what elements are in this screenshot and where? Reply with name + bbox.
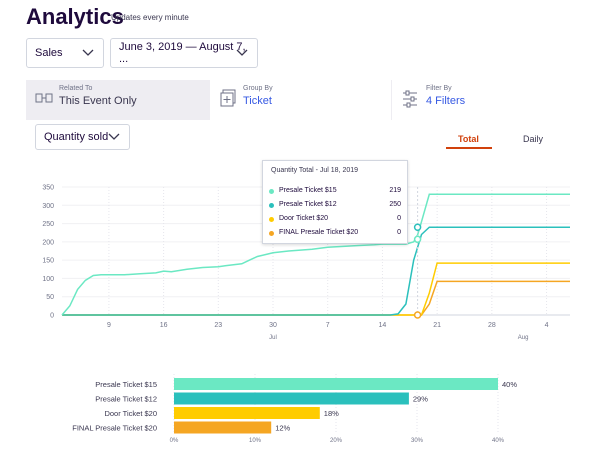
bar-x-tick-label: 40% — [492, 438, 505, 444]
filter-by-value: 4 Filters — [426, 95, 466, 107]
filter-by-label: Filter By — [426, 85, 452, 92]
hover-marker — [413, 223, 422, 231]
tooltip-row: Presale Ticket $15 219 — [267, 186, 403, 200]
tab-daily[interactable]: Daily — [523, 134, 544, 144]
tooltip-series-value: 219 — [389, 187, 401, 194]
y-tick-label: 200 — [42, 239, 54, 246]
y-tick-label: 150 — [42, 258, 54, 265]
bar-x-tick-label: 20% — [330, 438, 343, 444]
x-tick-label: 14 — [379, 322, 387, 329]
link-icon — [35, 93, 53, 103]
y-tick-label: 100 — [42, 276, 54, 283]
divider — [209, 80, 210, 120]
tooltip-series-value: 0 — [397, 229, 401, 236]
bar-category-label: Presale Ticket $12 — [95, 395, 157, 404]
tooltip-series-name: Presale Ticket $12 — [279, 201, 337, 208]
y-tick-label: 350 — [42, 185, 54, 192]
tooltip-series-name: Door Ticket $20 — [279, 215, 329, 222]
metric-select[interactable]: Sales — [26, 38, 104, 68]
x-month-label: Jul — [269, 335, 277, 341]
bar-category-label: FINAL Presale Ticket $20 — [72, 424, 157, 433]
hover-marker — [413, 311, 422, 319]
tooltip-row: FINAL Presale Ticket $20 0 — [267, 228, 403, 242]
bar-chart: 0% 10% 20% 30% 40% Presale Ticket $15 40% Presa… — [72, 374, 517, 444]
series-line-final-presale-ticket-20 — [62, 280, 570, 316]
bar-x-tick-label: 30% — [411, 438, 424, 444]
x-tick-label: 28 — [488, 322, 496, 329]
x-tick-label: 16 — [160, 322, 168, 329]
tooltip-series-name: FINAL Presale Ticket $20 — [279, 229, 359, 236]
bar-value-label: 29% — [413, 395, 428, 404]
x-tick-label: 23 — [214, 322, 222, 329]
tooltip-title: Quantity Total - Jul 18, 2019 — [271, 167, 359, 174]
bar-value-label: 18% — [324, 409, 339, 418]
tooltip-row: Presale Ticket $12 250 — [267, 200, 403, 214]
page-title: Analytics — [26, 4, 124, 29]
update-note: Updates every minute — [111, 13, 189, 22]
bar — [174, 392, 409, 405]
x-tick-label: 9 — [107, 322, 111, 329]
tooltip-series-value: 250 — [389, 201, 401, 208]
related-to-value: This Event Only — [59, 95, 137, 107]
tab-total[interactable]: Total — [458, 134, 479, 144]
bar — [174, 421, 272, 434]
x-tick-label: 30 — [269, 322, 277, 329]
date-range-value: June 3, 2019 — August 7, ... — [119, 41, 246, 65]
chevron-down-icon — [236, 49, 248, 56]
bar-value-label: 40% — [502, 380, 517, 389]
series-dot — [269, 189, 274, 194]
related-to-control[interactable]: Related To This Event Only — [26, 80, 209, 120]
bar-category-label: Presale Ticket $15 — [95, 380, 157, 389]
bar — [174, 378, 498, 390]
related-to-label: Related To — [59, 85, 93, 92]
tooltip-series-value: 0 — [397, 215, 401, 222]
series-dot — [269, 203, 274, 208]
x-month-label: Aug — [518, 335, 529, 341]
series-dot — [269, 217, 274, 222]
series-line-presale-ticket-12 — [62, 226, 570, 316]
group-by-label: Group By — [243, 85, 273, 92]
series-dot — [269, 231, 274, 236]
bar — [174, 407, 320, 419]
add-group-icon — [220, 89, 236, 107]
tooltip-series-name: Presale Ticket $15 — [279, 187, 337, 194]
x-tick-label: 21 — [433, 322, 441, 329]
bar-x-tick-label: 0% — [170, 438, 179, 444]
tooltip-row: Door Ticket $20 0 — [267, 214, 403, 228]
bar-x-tick-label: 10% — [249, 438, 262, 444]
bar-value-label: 12% — [275, 424, 290, 433]
quantity-select-value: Quantity sold — [44, 131, 109, 143]
x-tick-label: 4 — [545, 322, 549, 329]
group-by-value: Ticket — [243, 95, 272, 107]
filter-by-control[interactable]: Filter By 4 Filters — [400, 80, 580, 120]
quantity-select[interactable]: Quantity sold — [35, 124, 130, 150]
hover-marker — [413, 235, 422, 244]
filter-bar: Related To This Event Only Group By Tick… — [0, 80, 600, 120]
metric-select-value: Sales — [35, 47, 63, 59]
divider — [391, 80, 392, 120]
group-by-control[interactable]: Group By Ticket — [218, 80, 388, 120]
chart-tooltip: Quantity Total - Jul 18, 2019 Presale Ti… — [262, 160, 408, 244]
y-tick-label: 250 — [42, 221, 54, 228]
chevron-down-icon — [108, 133, 120, 140]
y-tick-label: 300 — [42, 203, 54, 210]
y-tick-label: 50 — [46, 294, 54, 301]
bar-category-label: Door Ticket $20 — [104, 409, 157, 418]
series-line-presale-ticket-15 — [61, 193, 570, 316]
series-line-door-ticket-20 — [62, 262, 570, 316]
y-tick-label: 0 — [50, 313, 54, 320]
x-tick-label: 7 — [326, 322, 330, 329]
tab-active-indicator — [446, 147, 492, 149]
date-range-select[interactable]: June 3, 2019 — August 7, ... — [110, 38, 258, 68]
sliders-icon — [403, 90, 417, 108]
chevron-down-icon — [82, 49, 94, 56]
